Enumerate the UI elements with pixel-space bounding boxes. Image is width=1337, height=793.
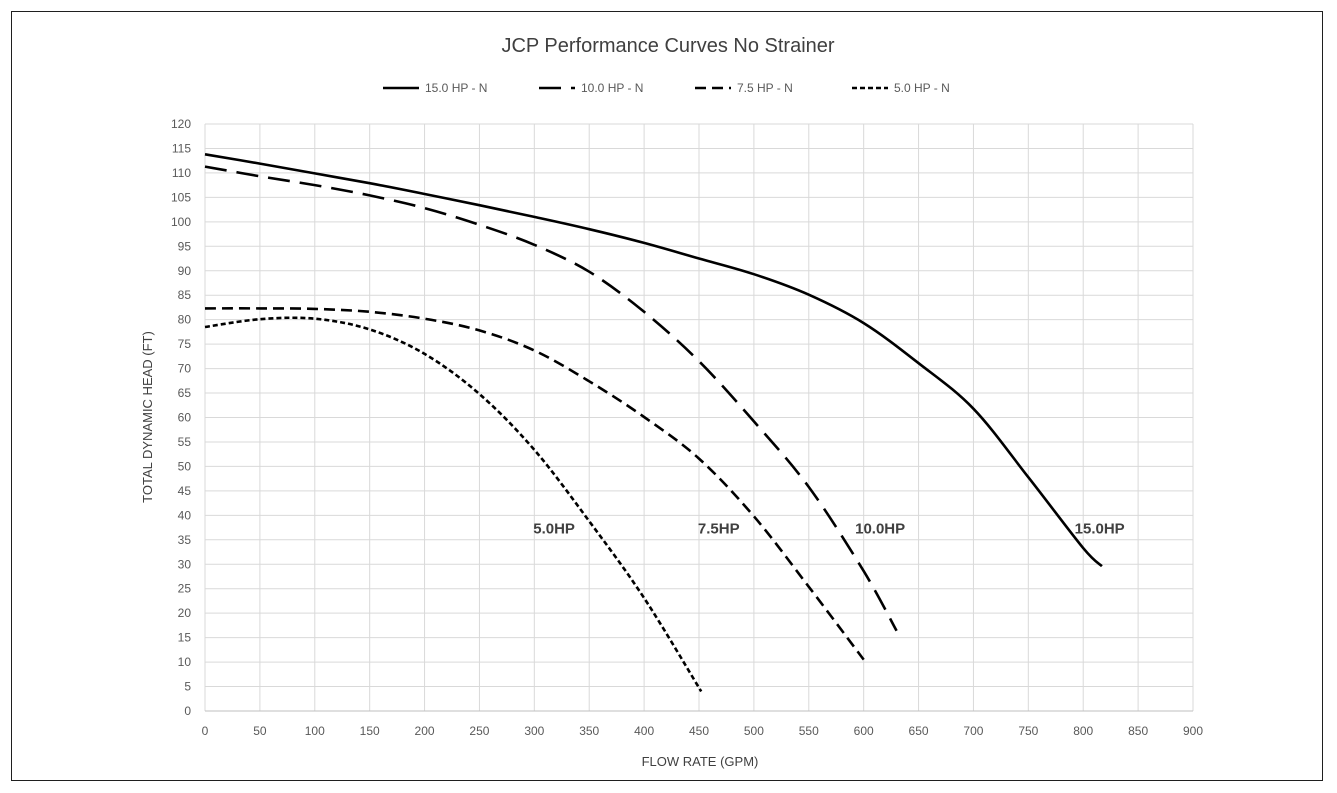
y-tick-label: 70 (178, 362, 192, 376)
x-tick-label: 500 (744, 724, 764, 738)
x-tick-label: 350 (579, 724, 599, 738)
x-axis-ticks: 0 50 100 150 200 250 300 350 400 450 500 550 600 650 7… (202, 724, 1204, 738)
chart-frame (11, 11, 1323, 781)
curve-label-3: 5.0HP (533, 521, 575, 538)
series-curve-labels: 15.0HP 10.0HP 7.5HP 5.0HP (533, 521, 1124, 538)
chart-legend: 15.0 HP - N 10.0 HP - N 7.5 HP - N 5.0 HP -… (383, 81, 950, 95)
y-tick-label: 30 (178, 557, 192, 571)
x-tick-label: 550 (799, 724, 819, 738)
x-tick-label: 650 (909, 724, 929, 738)
y-tick-label: 95 (178, 239, 192, 253)
y-tick-label: 35 (178, 533, 192, 547)
x-tick-label: 250 (469, 724, 489, 738)
y-axis-label: TOTAL DYNAMIC HEAD (FT) (140, 331, 155, 503)
y-tick-label: 20 (178, 606, 192, 620)
y-tick-label: 5 (184, 680, 191, 694)
legend-label-0: 15.0 HP - N (425, 81, 487, 95)
curve-label-0: 15.0HP (1075, 521, 1125, 538)
x-tick-label: 400 (634, 724, 654, 738)
y-tick-label: 0 (184, 704, 191, 718)
legend-label-2: 7.5 HP - N (737, 81, 793, 95)
x-tick-label: 300 (524, 724, 544, 738)
x-tick-label: 150 (360, 724, 380, 738)
series-line-3 (204, 316, 703, 693)
y-tick-label: 105 (171, 190, 191, 204)
y-tick-label: 110 (172, 166, 191, 180)
y-tick-label: 60 (178, 411, 192, 425)
y-axis-ticks: 0 5 10 15 20 25 30 35 40 45 50 55 60 65 70 75 80 85 90 95 10… (171, 117, 191, 718)
y-tick-label: 90 (178, 264, 192, 278)
x-tick-label: 0 (202, 724, 209, 738)
y-tick-label: 25 (178, 582, 192, 596)
y-tick-label: 100 (171, 215, 191, 229)
x-tick-label: 750 (1018, 724, 1038, 738)
x-tick-label: 200 (415, 724, 435, 738)
curve-label-1: 10.0HP (855, 521, 905, 538)
x-tick-label: 50 (253, 724, 267, 738)
legend-label-1: 10.0 HP - N (581, 81, 643, 95)
y-tick-label: 10 (178, 655, 192, 669)
legend-label-3: 5.0 HP - N (894, 81, 950, 95)
y-tick-label: 115 (172, 141, 191, 155)
chart-series (204, 153, 1103, 693)
x-tick-label: 600 (854, 724, 874, 738)
x-tick-label: 800 (1073, 724, 1093, 738)
series-line-2 (204, 307, 865, 661)
x-tick-label: 450 (689, 724, 709, 738)
y-tick-label: 120 (171, 117, 191, 131)
x-tick-label: 900 (1183, 724, 1203, 738)
chart-gridlines (204, 123, 1194, 712)
x-tick-label: 700 (963, 724, 983, 738)
y-tick-label: 40 (178, 508, 192, 522)
series-line-1 (204, 165, 898, 632)
y-tick-label: 15 (178, 631, 192, 645)
curve-label-2: 7.5HP (698, 521, 740, 538)
y-tick-label: 80 (178, 313, 192, 327)
y-tick-label: 75 (178, 337, 192, 351)
x-tick-label: 850 (1128, 724, 1148, 738)
y-tick-label: 45 (178, 484, 192, 498)
y-tick-label: 55 (178, 435, 192, 449)
series-line-0 (204, 153, 1103, 568)
y-tick-label: 50 (178, 459, 192, 473)
y-tick-label: 85 (178, 288, 192, 302)
y-tick-label: 65 (178, 386, 192, 400)
chart-title: JCP Performance Curves No Strainer (501, 35, 834, 57)
x-axis-label: FLOW RATE (GPM) (642, 754, 759, 769)
x-tick-label: 100 (305, 724, 325, 738)
